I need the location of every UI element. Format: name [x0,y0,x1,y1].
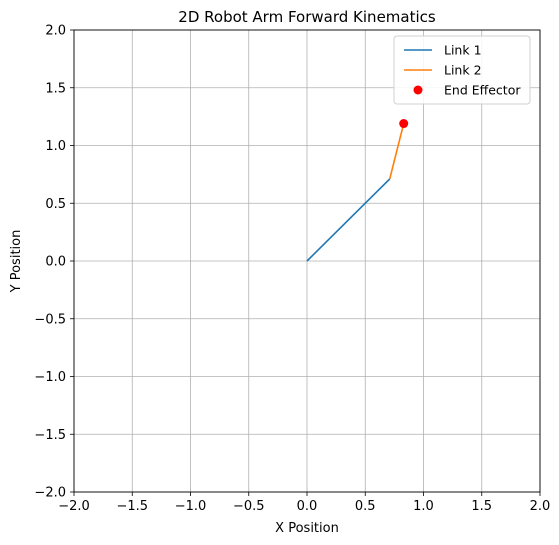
x-tick-label: −0.5 [233,499,265,514]
y-tick-label: 1.5 [45,81,66,96]
x-tick-label: −2.0 [58,499,90,514]
legend-box [393,35,531,105]
y-tick-label: −1.0 [34,370,66,385]
y-tick-label: 2.0 [45,24,66,39]
y-tick-label: 1.0 [45,139,66,154]
x-axis-title: X Position [275,521,339,536]
legend-label-1: Link 2 [444,63,482,78]
y-tick-label: −0.5 [34,312,66,327]
series-layer [306,119,409,262]
end-effector-point [399,119,409,129]
x-tick-label: −1.5 [116,499,148,514]
legend-handle-2 [413,85,423,95]
legend-label-0: Link 1 [444,43,482,58]
y-tick-label: 0.5 [45,197,66,212]
x-tick-label: 0.0 [297,499,318,514]
x-tick-label: −1.0 [175,499,207,514]
series-line-0 [306,178,391,262]
x-tick-label: 1.0 [413,499,434,514]
y-tick-label: −2.0 [34,486,66,501]
legend: Link 1 Link 2 End Effector [393,35,531,105]
y-axis-title: Y Position [9,230,24,294]
y-tick-label: −1.5 [34,428,66,443]
x-tick-label: 0.5 [355,499,376,514]
series-line-1 [388,123,405,180]
chart-title: 2D Robot Arm Forward Kinematics [178,8,436,26]
legend-label-2: End Effector [444,83,521,98]
x-tick-label: 1.5 [471,499,492,514]
tick-layer: −2.0 −1.5 −1.0 −0.5 0.0 0.5 1.0 1.5 2.0 −2.0 −1.5 −… [34,24,550,515]
x-tick-label: 2.0 [530,499,551,514]
y-tick-label: 0.0 [45,255,66,270]
